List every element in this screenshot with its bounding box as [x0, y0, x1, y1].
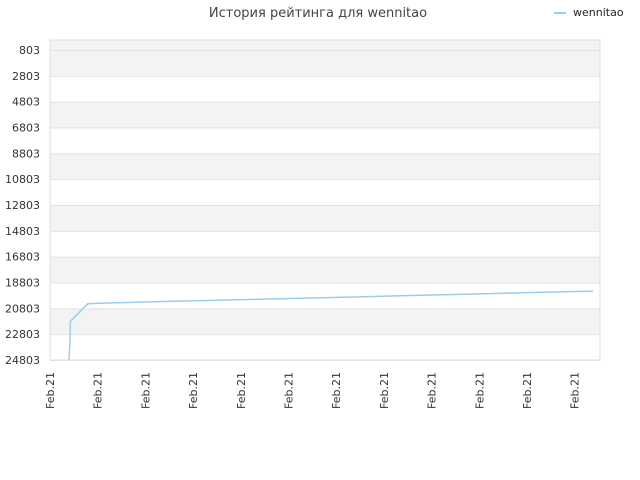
- plot-band: [50, 230, 600, 257]
- plot-band: [50, 40, 600, 76]
- series-layer: [68, 290, 594, 361]
- y-tick-label: 16803: [5, 251, 40, 264]
- x-tick-label: Feb.21: [187, 372, 200, 409]
- plot-band: [50, 179, 600, 205]
- x-tick-label: Feb.21: [44, 372, 57, 409]
- x-axis-ticks: Feb.21 Feb.21 Feb.21 Feb.21 Feb.21 Feb.21 Feb.…: [44, 372, 582, 409]
- plot-band: [50, 75, 600, 102]
- y-tick-label: 14803: [5, 225, 40, 238]
- y-tick-label: 10803: [5, 173, 40, 186]
- plot-band: [50, 153, 600, 180]
- series-line: [68, 290, 594, 361]
- y-tick-label: 2803: [12, 70, 40, 83]
- y-tick-label: 6803: [12, 122, 40, 135]
- y-tick-label: 18803: [5, 277, 40, 290]
- y-tick-label: 22803: [5, 328, 40, 341]
- grid-lines: [50, 50, 600, 361]
- x-tick-label: Feb.21: [92, 372, 105, 409]
- x-tick-label: Feb.21: [330, 372, 343, 409]
- plot-band: [50, 205, 600, 231]
- chart-title: История рейтинга для wennitao: [209, 6, 427, 21]
- y-tick-label: 20803: [5, 302, 40, 315]
- legend[interactable]: wennitao: [554, 6, 624, 19]
- x-tick-label: Feb.21: [473, 372, 486, 409]
- x-tick-label: Feb.21: [521, 372, 534, 409]
- y-tick-label: 8803: [12, 147, 40, 160]
- plot-band: [50, 282, 600, 309]
- legend-label: wennitao: [573, 6, 624, 19]
- plot-band: [50, 256, 600, 283]
- plot-bands: [49, 39, 601, 361]
- x-tick-label: Feb.21: [139, 372, 152, 409]
- x-tick-label: Feb.21: [235, 372, 248, 409]
- y-tick-label: 24803: [5, 354, 40, 367]
- y-tick-label: 803: [19, 44, 40, 57]
- y-tick-label: 12803: [5, 199, 40, 212]
- x-tick-label: Feb.21: [378, 372, 391, 409]
- y-tick-label: 4803: [12, 96, 40, 109]
- x-tick-label: Feb.21: [283, 372, 296, 409]
- y-axis-ticks: 803 2803 4803 6803 8803 10803 12803 14803 16803 1…: [5, 44, 40, 367]
- x-tick-label: Feb.21: [569, 372, 582, 409]
- plot-band: [50, 308, 600, 335]
- x-tick-label: Feb.21: [426, 372, 439, 409]
- plot-band: [50, 127, 600, 154]
- plot-band: [50, 334, 600, 360]
- plot-band: [50, 101, 600, 128]
